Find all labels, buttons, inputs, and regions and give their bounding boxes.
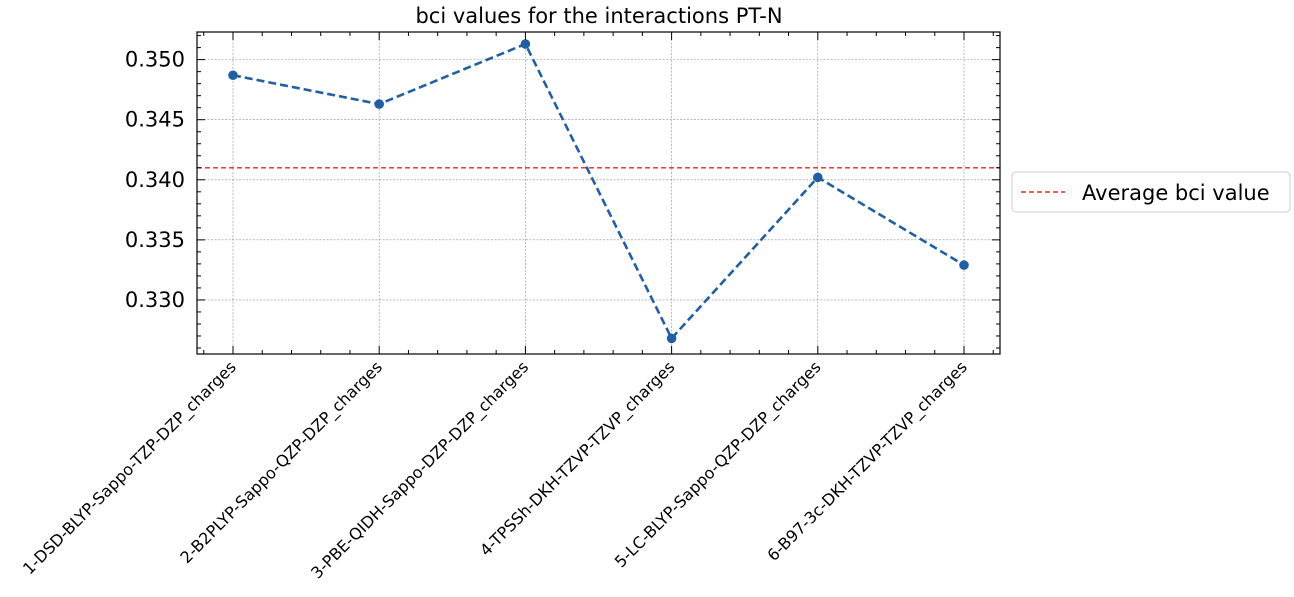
data-point — [520, 39, 531, 49]
series-group — [228, 39, 969, 344]
series-line — [232, 42, 965, 341]
legend-average-label: Average bci value — [1082, 181, 1270, 205]
plot-frame — [196, 31, 1001, 355]
y-tick-label: 0.345 — [125, 108, 185, 132]
grid — [197, 32, 1000, 354]
data-point — [813, 172, 823, 183]
data-point — [959, 260, 969, 270]
legend: Average bci value — [1011, 171, 1291, 213]
data-point — [666, 333, 677, 344]
x-ticks: 1-DSD-BLYP-Sappo-TZP-DZP_charges2-B2PLYP… — [19, 357, 972, 583]
y-tick-label: 0.350 — [125, 48, 185, 72]
y-tick-label: 0.330 — [125, 288, 185, 312]
axes — [196, 31, 1001, 355]
legend-box — [1011, 171, 1291, 213]
y-tick-label: 0.340 — [125, 168, 185, 192]
chart-title: bci values for the interactions PT-N — [415, 4, 782, 28]
data-point — [228, 70, 238, 81]
data-point — [374, 99, 385, 109]
y-ticks: 0.330 0.335 0.340 0.345 0.350 — [125, 48, 185, 312]
y-tick-label: 0.335 — [125, 228, 185, 252]
